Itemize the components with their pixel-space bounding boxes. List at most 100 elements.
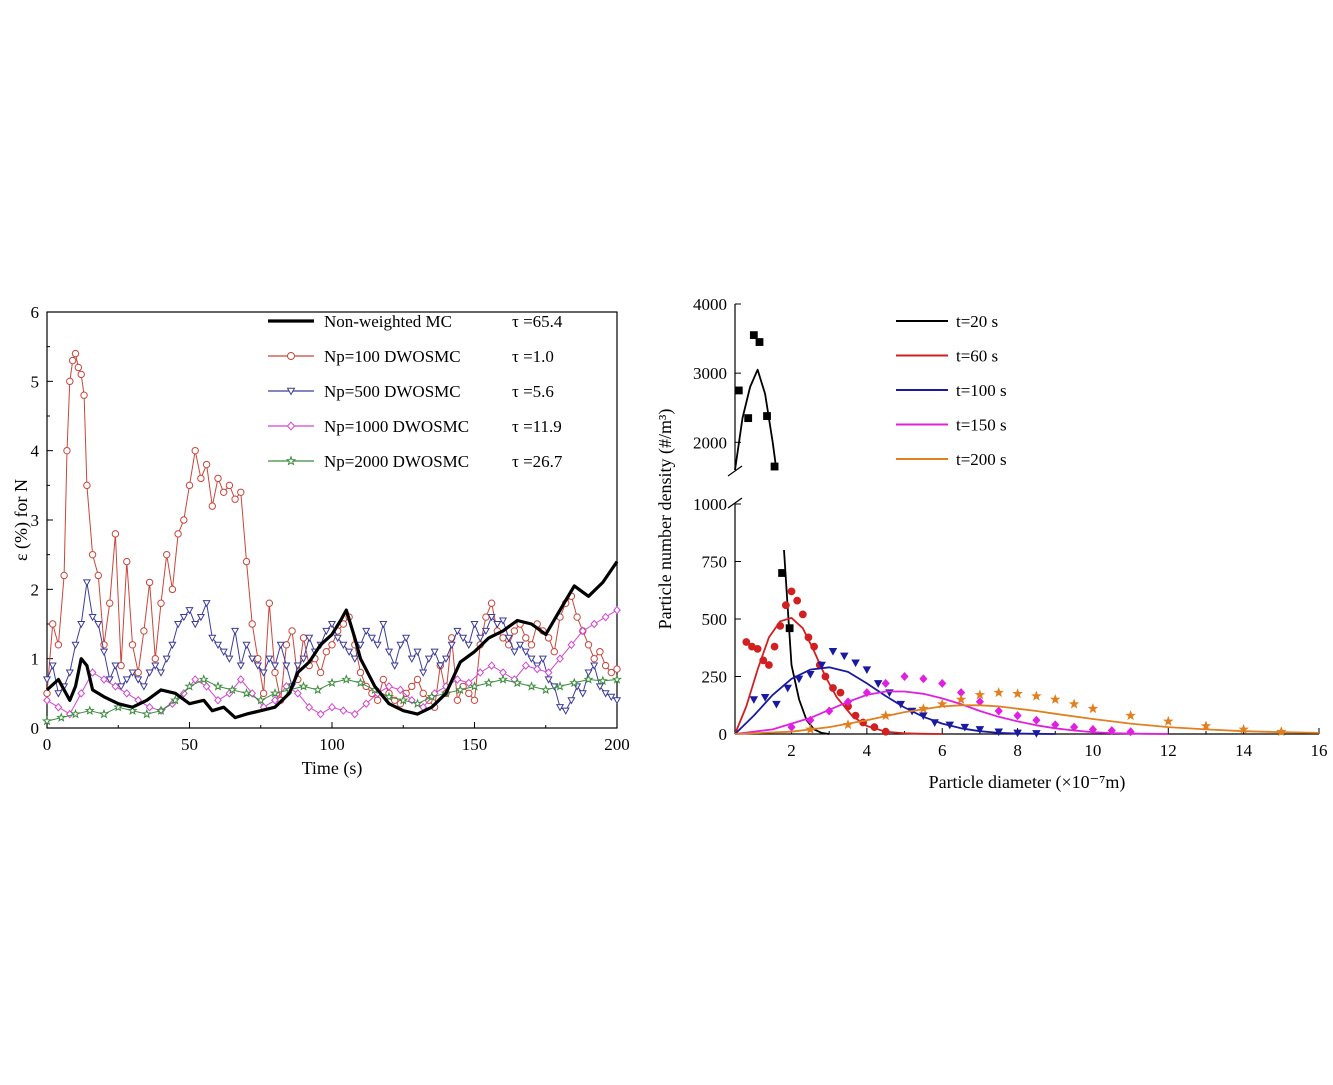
left-series-1-point: [254, 654, 262, 663]
right-series-1-point: [759, 656, 768, 665]
right-series-4-point: [974, 689, 986, 700]
left-series-4-point: [398, 694, 409, 705]
left-y-tick-label: 1: [31, 650, 40, 669]
right-y-tick-label: 4000: [693, 295, 727, 314]
left-series-3-point: [328, 702, 336, 712]
left-legend-tau-1: τ =1.0: [512, 347, 554, 366]
left-series-2-point: [419, 669, 428, 677]
left-series-2-point: [345, 648, 354, 656]
left-series-2-point: [424, 655, 433, 663]
left-series-1-point: [322, 648, 330, 656]
right-y-axis-label: Particle number density (#/m³): [655, 409, 676, 630]
left-series-2-point: [236, 662, 245, 670]
left-series-3-point: [77, 689, 86, 698]
left-series-3-point: [54, 702, 63, 712]
right-legend-label-2: t=100 s: [956, 381, 1007, 400]
left-legend-marker-3: [286, 421, 296, 431]
right-series-1-point: [770, 642, 779, 651]
left-series-1-point: [63, 446, 71, 455]
right-series-3-point: [994, 706, 1003, 716]
right-series-1-point: [851, 711, 860, 720]
left-series-2-point: [578, 690, 587, 698]
left-series-2-point: [151, 662, 160, 670]
right-series-4-point: [1238, 723, 1249, 734]
right-series-1-point: [821, 672, 830, 681]
left-series-2-point: [607, 693, 616, 702]
left-y-tick-label: 6: [31, 303, 40, 322]
right-y-tick-label: 0: [719, 725, 728, 744]
left-series-4-point: [41, 715, 53, 726]
right-series-4-point: [1200, 720, 1212, 731]
left-series-2-point: [117, 683, 126, 691]
right-series-3-point: [862, 688, 871, 698]
left-series-2-point: [219, 648, 228, 656]
left-legend-marker-1: [287, 352, 295, 360]
left-series-1-point: [607, 668, 615, 677]
right-series-2-point: [994, 728, 1003, 737]
right-series-1-point: [787, 587, 796, 596]
right-series-1-point: [836, 688, 845, 697]
left-series-1-point: [163, 550, 171, 559]
right-legend-label-4: t=200 s: [956, 450, 1007, 469]
right-legend-label-0: t=20 s: [956, 312, 998, 331]
right-series-2-point: [794, 675, 804, 684]
left-series-2-point: [430, 648, 439, 656]
left-y-tick-label: 2: [31, 580, 40, 599]
left-series-2-point: [584, 669, 593, 677]
left-series-1-point: [71, 349, 80, 358]
left-series-1-point: [299, 634, 308, 642]
left-series-4-point: [127, 705, 138, 715]
left-series-4-point: [170, 694, 181, 705]
left-series-2-point: [481, 627, 490, 636]
right-series-curve-0: [734, 368, 778, 471]
left-series-2-point: [390, 662, 399, 670]
left-series-1-point: [379, 675, 387, 684]
left-x-tick-label: 150: [462, 735, 488, 754]
left-series-1-point: [117, 661, 125, 670]
left-series-2-point: [436, 662, 445, 670]
left-series-1-point: [123, 557, 131, 566]
right-y-tick-label: 750: [702, 553, 728, 572]
left-series-1-point: [470, 696, 479, 704]
left-series-3-point: [88, 668, 97, 677]
left-series-1-point: [237, 488, 245, 496]
left-series-1-point: [242, 557, 251, 566]
right-series-curve-2: [734, 666, 1056, 735]
right-series-4-point: [1125, 710, 1136, 721]
left-series-1-point: [573, 613, 581, 621]
right-series-4-point: [1163, 715, 1174, 726]
left-y-tick-label: 0: [31, 719, 40, 738]
right-series-3-point: [843, 697, 853, 707]
left-series-3-point: [385, 682, 393, 691]
right-series-2-point: [840, 652, 849, 661]
left-series-2-point: [259, 669, 268, 677]
left-series-2-point: [134, 676, 143, 684]
left-series-line-0: [45, 560, 619, 720]
left-series-2-point: [373, 641, 382, 650]
left-series-2-point: [179, 614, 188, 622]
left-series-4-point: [141, 708, 152, 719]
left-series-2-point: [185, 607, 194, 615]
left-series-2-point: [208, 634, 217, 643]
left-series-2-point: [327, 620, 337, 629]
left-series-1-point: [180, 516, 188, 524]
right-series-2-point: [960, 723, 970, 732]
right-series-2-point: [749, 696, 759, 704]
left-series-4-point: [455, 684, 466, 695]
left-series-1-point: [590, 654, 598, 663]
left-series-1-point: [288, 627, 296, 635]
left-series-2-point: [276, 641, 285, 650]
left-series-2-point: [493, 620, 502, 629]
left-series-2-point: [122, 676, 131, 684]
right-series-2-point: [760, 693, 770, 702]
left-series-4-point: [483, 677, 494, 688]
left-series-4-point: [383, 691, 395, 702]
left-series-2-point: [282, 662, 291, 670]
right-series-1-point: [781, 601, 790, 610]
left-series-2-point: [265, 655, 274, 663]
left-legend-label-3: Np=1000 DWOSMC: [324, 417, 469, 436]
left-series-2-point: [464, 641, 473, 650]
left-series-4-point: [184, 681, 195, 691]
left-series-2-point: [65, 669, 74, 677]
